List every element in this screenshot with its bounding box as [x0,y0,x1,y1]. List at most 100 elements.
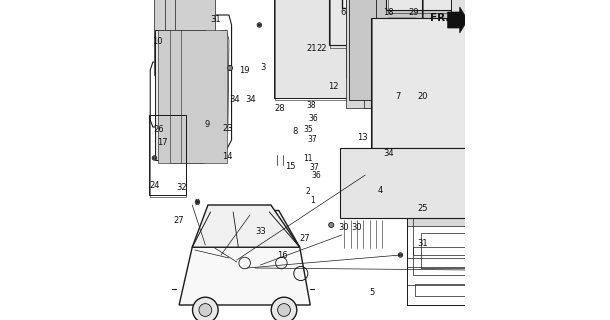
Text: 15: 15 [285,162,295,171]
Bar [473,182,610,244]
Text: 37: 37 [308,135,318,144]
Circle shape [195,200,199,204]
Bar [407,45,610,170]
Text: 34: 34 [229,95,240,104]
Bar [412,207,610,255]
Bar [427,0,610,48]
Bar [273,0,418,98]
Bar [376,0,610,100]
Bar [419,0,610,108]
Bar [382,0,610,48]
Circle shape [191,256,195,260]
Bar [451,0,610,90]
Bar [181,30,227,163]
Text: 2: 2 [306,188,310,196]
Circle shape [310,79,312,81]
Text: 3: 3 [260,63,266,72]
Bar [409,0,610,48]
Circle shape [193,297,218,320]
Circle shape [430,27,432,29]
Bar [165,0,194,75]
Text: 37: 37 [309,163,319,172]
Bar [407,208,610,258]
Text: FR.: FR. [429,12,449,23]
Bar [156,30,206,160]
Text: 21: 21 [306,44,317,52]
Circle shape [271,297,297,320]
Bar [307,0,484,78]
Text: 16: 16 [278,252,288,260]
Text: 5: 5 [370,288,375,297]
Bar [150,115,186,197]
Text: 19: 19 [239,66,249,75]
Bar [346,0,562,18]
Text: 8: 8 [293,127,298,136]
Bar [543,170,610,195]
Bar [154,0,173,75]
Text: 14: 14 [222,152,232,161]
Circle shape [466,226,472,231]
Text: 29: 29 [409,8,419,17]
Bar [330,0,547,48]
Bar [468,175,610,198]
Text: 27: 27 [299,234,310,243]
Bar [422,0,610,55]
Text: 22: 22 [317,44,327,52]
Bar [356,0,594,82]
Bar [386,0,610,10]
Bar [438,0,610,48]
Bar [473,216,610,261]
Text: 12: 12 [329,82,339,91]
Bar [438,0,610,78]
Bar [342,0,610,8]
Bar [289,0,445,80]
Bar [473,114,610,210]
Text: 18: 18 [383,8,393,17]
Text: 36: 36 [309,114,318,123]
Text: 4: 4 [378,186,383,195]
Bar [176,0,215,75]
Circle shape [522,193,526,197]
Text: 11: 11 [303,154,313,163]
Bar [346,0,562,108]
Bar [407,267,610,285]
Bar [557,260,610,285]
Circle shape [483,226,487,231]
Text: 27: 27 [173,216,184,225]
Text: 9: 9 [205,120,210,129]
Circle shape [383,98,387,102]
Bar [422,233,610,268]
Circle shape [398,253,403,257]
Bar [364,0,598,108]
Text: 24: 24 [149,181,160,190]
Bar [401,0,610,18]
Polygon shape [179,211,310,305]
Bar [412,247,610,275]
Circle shape [259,24,260,26]
Text: 34: 34 [245,95,256,104]
Bar [438,0,610,108]
Bar [288,0,445,78]
Bar [401,0,610,78]
Circle shape [429,26,434,31]
Text: 30: 30 [339,223,349,232]
Text: 13: 13 [357,133,368,142]
Bar [406,153,610,165]
Bar [407,101,610,198]
Bar [407,157,610,226]
Bar [346,0,562,78]
Circle shape [152,156,157,160]
Text: 32: 32 [176,183,187,192]
Bar [340,148,587,218]
Bar [307,0,484,80]
Bar [419,0,610,78]
Bar [300,0,472,52]
Circle shape [228,66,232,71]
Bar [467,175,610,195]
Text: 36: 36 [312,171,321,180]
Text: 25: 25 [417,204,428,212]
Bar [401,0,610,48]
Text: 38: 38 [306,101,315,110]
Bar [473,250,610,278]
Text: 20: 20 [417,92,428,100]
